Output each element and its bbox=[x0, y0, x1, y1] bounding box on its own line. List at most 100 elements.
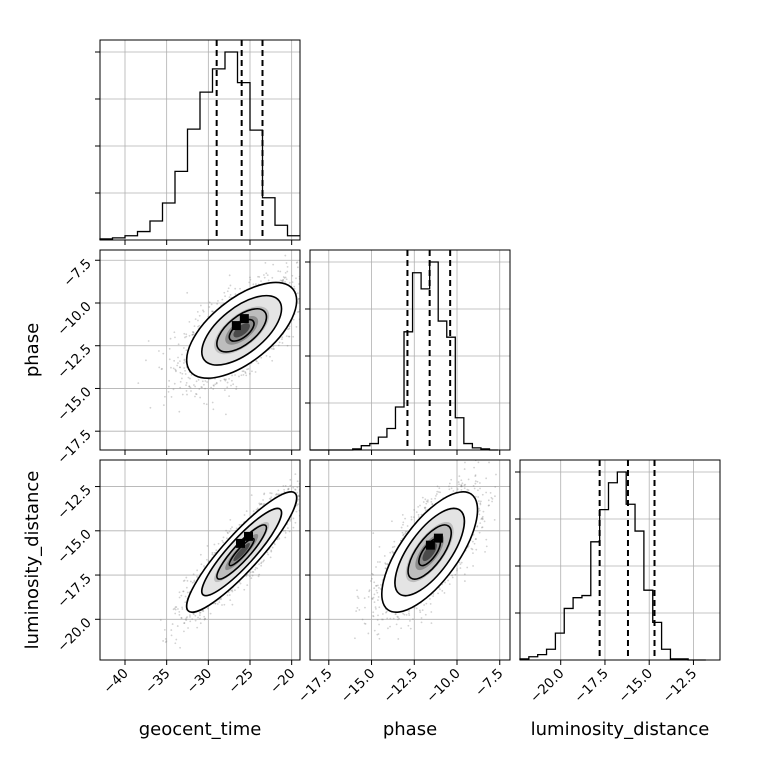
sample-point bbox=[267, 279, 270, 282]
sample-point bbox=[202, 610, 205, 613]
sample-point bbox=[461, 482, 464, 485]
sample-point bbox=[303, 499, 305, 501]
sample-point bbox=[368, 590, 371, 593]
sample-point bbox=[284, 531, 287, 534]
sample-point bbox=[307, 488, 309, 490]
sample-point bbox=[137, 382, 140, 385]
sample-point bbox=[229, 294, 232, 296]
sample-point bbox=[224, 295, 226, 298]
panel-frame bbox=[309, 249, 511, 451]
sample-point bbox=[322, 293, 324, 295]
sample-point bbox=[377, 599, 379, 602]
sample-point bbox=[303, 502, 305, 504]
sample-point bbox=[208, 301, 211, 304]
sample-point bbox=[429, 603, 432, 605]
sample-point bbox=[306, 491, 308, 493]
sample-point bbox=[301, 476, 303, 478]
sample-point bbox=[266, 551, 269, 554]
sample-point bbox=[228, 594, 231, 596]
sample-point bbox=[192, 331, 195, 334]
sample-point bbox=[273, 348, 275, 350]
sample-point bbox=[174, 606, 177, 609]
sample-point bbox=[296, 491, 299, 494]
sample-point bbox=[391, 546, 394, 549]
sample-point bbox=[214, 602, 217, 605]
sample-point bbox=[307, 509, 309, 511]
contour-line bbox=[216, 524, 268, 580]
sample-point bbox=[306, 497, 308, 499]
sample-point bbox=[198, 611, 201, 614]
hist-bar bbox=[275, 225, 288, 240]
hist-bar bbox=[600, 510, 609, 660]
sample-point bbox=[184, 595, 187, 598]
sample-point bbox=[186, 291, 189, 294]
sample-point bbox=[184, 601, 187, 604]
sample-point bbox=[164, 641, 167, 644]
sample-point bbox=[226, 594, 229, 597]
sample-point bbox=[181, 372, 184, 375]
sample-point bbox=[313, 291, 315, 293]
sample-point bbox=[246, 584, 249, 587]
sample-point bbox=[204, 380, 207, 382]
sample-point bbox=[178, 410, 181, 413]
hist-bar bbox=[200, 92, 213, 240]
sample-point bbox=[258, 573, 261, 576]
sample-point bbox=[204, 387, 207, 390]
sample-point bbox=[158, 366, 161, 369]
sample-point bbox=[316, 487, 318, 489]
sample-point bbox=[235, 527, 238, 530]
sample-point bbox=[295, 277, 297, 280]
sample-point bbox=[289, 478, 292, 481]
sample-point bbox=[294, 488, 296, 491]
sample-point bbox=[182, 590, 184, 593]
sample-point bbox=[319, 292, 321, 294]
sample-point bbox=[168, 358, 171, 361]
sample-point bbox=[234, 374, 236, 376]
sample-point bbox=[185, 381, 188, 384]
hist-bar bbox=[662, 649, 671, 660]
panel-frame bbox=[519, 459, 721, 661]
sample-point bbox=[194, 385, 197, 388]
hist-bar bbox=[395, 407, 404, 450]
sample-point bbox=[248, 281, 251, 284]
sample-point bbox=[223, 291, 226, 294]
sample-point bbox=[215, 382, 218, 385]
sample-point bbox=[174, 336, 176, 339]
sample-point bbox=[436, 485, 439, 488]
sample-point bbox=[307, 468, 309, 470]
sample-point bbox=[483, 520, 486, 523]
sample-point bbox=[303, 344, 305, 346]
sample-point bbox=[182, 347, 185, 349]
sample-point bbox=[263, 492, 266, 495]
hist-bar bbox=[175, 171, 188, 240]
sample-point bbox=[262, 560, 265, 563]
hist-panel-geocent-time bbox=[95, 39, 301, 241]
sample-point bbox=[179, 386, 182, 389]
sample-point bbox=[243, 588, 246, 591]
hist-bar bbox=[582, 596, 591, 660]
sample-point bbox=[306, 275, 308, 277]
sample-point bbox=[245, 374, 248, 377]
sample-point bbox=[164, 638, 167, 640]
sample-point bbox=[249, 571, 252, 574]
sample-point bbox=[175, 370, 177, 373]
sample-point bbox=[244, 372, 247, 374]
sample-point bbox=[258, 563, 261, 566]
sample-point bbox=[178, 610, 181, 613]
sample-point bbox=[256, 360, 258, 363]
sample-point bbox=[198, 324, 201, 327]
sample-point bbox=[210, 303, 213, 306]
sample-point bbox=[197, 616, 199, 619]
sample-point bbox=[178, 613, 181, 616]
sample-point bbox=[181, 393, 184, 396]
sample-point bbox=[294, 488, 297, 491]
sample-point bbox=[367, 595, 370, 598]
sample-point bbox=[185, 349, 188, 352]
sample-point bbox=[254, 568, 257, 571]
sample-point bbox=[167, 390, 170, 393]
sample-point bbox=[211, 553, 214, 556]
hist-bar bbox=[387, 429, 396, 450]
panels bbox=[95, 39, 721, 661]
sample-point bbox=[436, 490, 439, 493]
density-level-inner bbox=[233, 323, 250, 338]
